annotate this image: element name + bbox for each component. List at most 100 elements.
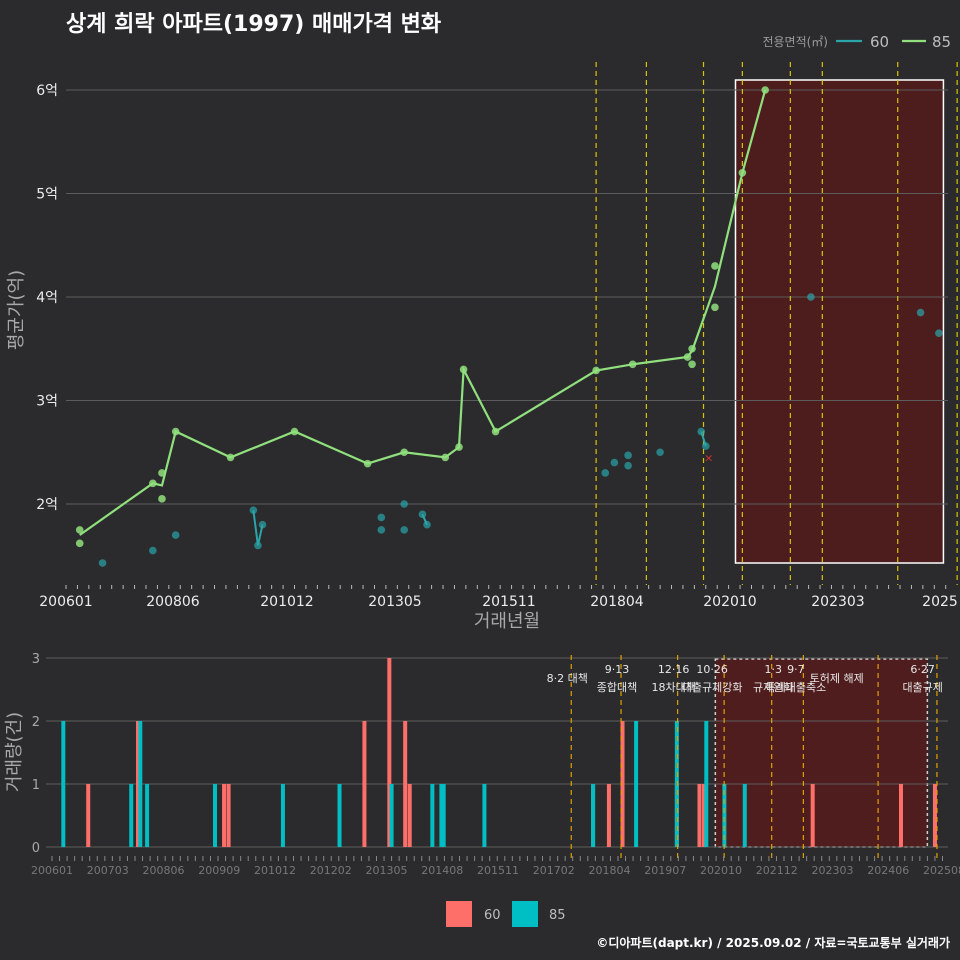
- series-85-point: [761, 86, 770, 94]
- bottom-x-tick-label: 202508: [923, 864, 960, 877]
- bottom-x-tick-label: 200909: [198, 864, 240, 877]
- bar-60: [86, 784, 91, 847]
- y-tick-label: 6억: [36, 83, 58, 99]
- bottom-x-tick-label: 202303: [812, 864, 854, 877]
- chart-title: 상계 희락 아파트(1997) 매매가격 변화: [66, 12, 442, 37]
- bar-60: [387, 658, 392, 847]
- series-60-point: [377, 513, 386, 522]
- series-60-point: [916, 308, 925, 317]
- x-tick-label: 202010: [703, 594, 756, 610]
- bar-85: [742, 784, 747, 847]
- x-axis-title: 거래년월: [474, 611, 540, 632]
- series-85-line: [79, 89, 767, 536]
- policy-label: 토허제 해제: [810, 671, 864, 685]
- bottom-x-tick-label: 201305: [366, 864, 408, 877]
- series-85-point: [226, 453, 235, 462]
- series-60-point: [258, 520, 267, 529]
- series-60-point: [935, 329, 943, 338]
- policy-label: 특례대출축소: [766, 681, 827, 694]
- series-85-point: [75, 526, 84, 534]
- bottom-x-tick-label: 201408: [421, 864, 463, 877]
- bar-60: [136, 721, 141, 847]
- legend-bar-85-label: 85: [549, 908, 566, 923]
- cancelled-mark: ×: [704, 451, 713, 464]
- x-tick-label: 201012: [260, 594, 313, 610]
- series-60-point: [610, 458, 619, 467]
- bar-85: [430, 784, 435, 847]
- bottom-x-tick-label: 201012: [254, 864, 296, 877]
- series-60-point: [418, 510, 427, 519]
- y-tick-label: 3억: [36, 394, 58, 410]
- policy-label: 대출규제강화: [682, 681, 743, 694]
- bar-85: [337, 784, 342, 847]
- bar-60: [222, 784, 227, 847]
- bar-85: [482, 784, 487, 847]
- bottom-x-tick-label: 201202: [310, 864, 352, 877]
- series-60-point: [400, 500, 408, 508]
- series-60-point: [249, 506, 258, 515]
- bar-85: [129, 784, 134, 847]
- series-60-point: [377, 526, 386, 534]
- x-tick-label: 202303: [811, 594, 864, 610]
- bar-85: [441, 784, 446, 847]
- series-60-point: [701, 442, 710, 450]
- x-tick-label: 201804: [590, 594, 644, 610]
- legend-85-label: 85: [932, 33, 951, 51]
- series-60-point: [149, 546, 157, 555]
- bar-60: [362, 721, 367, 847]
- series-85-point: [75, 539, 84, 548]
- series-85-point: [688, 360, 696, 369]
- series-85-point: [711, 262, 719, 270]
- bottom-x-tick-label: 202112: [756, 864, 798, 877]
- series-60-point: [400, 526, 408, 534]
- bar-85: [439, 784, 444, 847]
- bar-85: [61, 721, 66, 847]
- bottom-x-tick-label: 201511: [477, 864, 519, 877]
- series-85-point: [628, 360, 637, 369]
- series-85-point: [171, 427, 180, 436]
- bottom-highlight-region: [714, 658, 929, 848]
- bottom-x-tick-label: 202010: [700, 864, 742, 877]
- legend-title: 전용면적(㎡): [762, 35, 828, 49]
- policy-label: 1·3: [765, 663, 783, 676]
- series-85-point: [149, 479, 157, 488]
- series-85-point: [491, 427, 500, 436]
- x-tick-label: 200601: [39, 594, 92, 610]
- bar-85: [389, 784, 394, 847]
- bottom-y-tick-label: 1: [32, 778, 40, 793]
- y-tick-label: 4억: [36, 290, 58, 306]
- y-axis-title: 평균가(억): [6, 270, 27, 350]
- policy-label: 12·16: [658, 663, 690, 676]
- series-60-point: [601, 469, 610, 477]
- series-85-point: [683, 353, 692, 361]
- x-tick-label: 2025: [922, 594, 958, 610]
- bar-60: [697, 784, 702, 847]
- bottom-y-axis-title: 거래량(건): [4, 712, 25, 792]
- policy-label: 10·26: [696, 663, 728, 676]
- x-tick-label: 200806: [146, 594, 200, 610]
- bottom-y-tick-label: 3: [32, 652, 40, 667]
- bar-60: [810, 784, 815, 847]
- series-85-point: [400, 448, 408, 457]
- legend-60-label: 60: [870, 33, 889, 51]
- policy-label: 대출규제: [902, 681, 942, 694]
- series-85-point: [688, 344, 696, 353]
- series-60-segment: [252, 510, 259, 546]
- series-85-point: [363, 459, 372, 468]
- policy-label: 종합대책: [597, 681, 637, 694]
- legend-bar-60-swatch: [446, 901, 472, 927]
- series-60-point: [807, 293, 815, 301]
- bar-85: [591, 784, 596, 847]
- bar-60: [403, 721, 408, 847]
- bar-60: [226, 784, 231, 847]
- policy-label: 9·7: [787, 663, 805, 676]
- bottom-x-tick-label: 201702: [533, 864, 575, 877]
- bar-85: [138, 721, 143, 847]
- series-60-point: [98, 559, 107, 567]
- bar-85: [145, 784, 150, 847]
- bar-60: [702, 784, 707, 847]
- series-60-point: [423, 520, 431, 529]
- series-60-point: [624, 461, 632, 470]
- bottom-y-tick-label: 2: [32, 715, 40, 730]
